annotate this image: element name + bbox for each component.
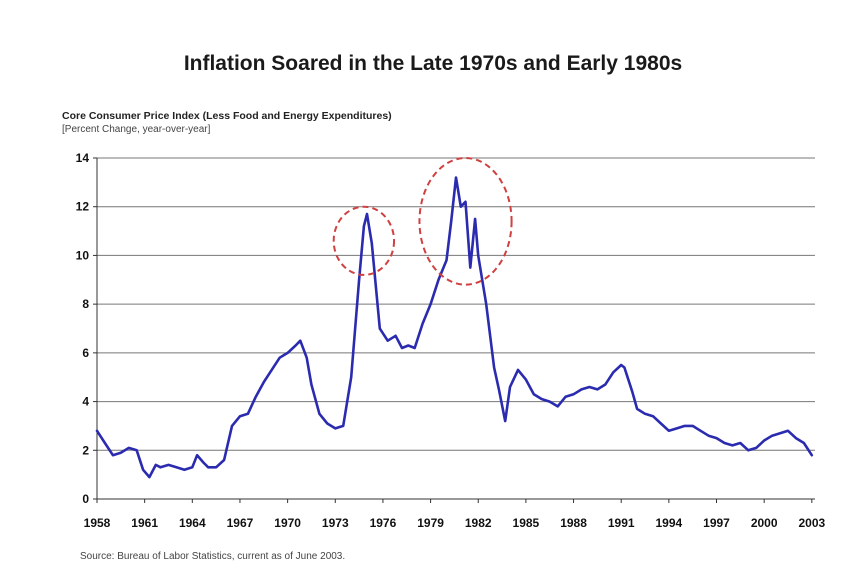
axes: [93, 157, 815, 503]
series-group: [95, 176, 814, 479]
x-tick-label: 1994: [656, 516, 683, 530]
x-tick-label: 1991: [608, 516, 635, 530]
y-tick-labels: 0 2 4 6 8 10 12 14: [76, 151, 90, 506]
highlight-ellipse: [418, 157, 513, 286]
chart-subtitle: Core Consumer Price Index (Less Food and…: [62, 110, 392, 122]
x-tick-label: 1997: [703, 516, 730, 530]
x-tick-label: 1973: [322, 516, 349, 530]
x-tick-label: 1958: [84, 516, 111, 530]
y-tick-label: 14: [76, 151, 90, 165]
x-tick-label: 1970: [274, 516, 301, 530]
series-line: [95, 176, 814, 479]
x-tick-label: 1976: [370, 516, 397, 530]
y-tick-label: 10: [76, 248, 90, 262]
highlight-ellipse: [332, 205, 396, 276]
y-tick-label: 2: [82, 443, 89, 457]
x-tick-labels: 1958 1961 1964 1967 1970 1973 1976 1979 1982 1985…: [84, 516, 826, 530]
x-tick-label: 1967: [227, 516, 254, 530]
y-tick-label: 4: [82, 395, 89, 409]
highlight-group: [332, 157, 513, 286]
x-tick-label: 1964: [179, 516, 206, 530]
chart-title: Inflation Soared in the Late 1970s and E…: [183, 52, 683, 75]
x-tick-label: 1979: [417, 516, 444, 530]
x-tick-label: 1985: [513, 516, 540, 530]
x-tick-label: 1988: [560, 516, 587, 530]
x-tick-label: 2000: [751, 516, 778, 530]
source-note: Source: Bureau of Labor Statistics, curr…: [80, 551, 346, 562]
gridlines: [97, 157, 815, 451]
y-tick-label: 0: [82, 492, 89, 506]
y-tick-label: 6: [82, 346, 89, 360]
chart-units-note: [Percent Change, year-over-year]: [62, 124, 211, 135]
y-tick-label: 8: [82, 297, 89, 311]
y-tick-label: 12: [76, 200, 90, 214]
x-tick-label: 2003: [798, 516, 825, 530]
x-tick-label: 1982: [465, 516, 492, 530]
x-tick-label: 1961: [131, 516, 158, 530]
